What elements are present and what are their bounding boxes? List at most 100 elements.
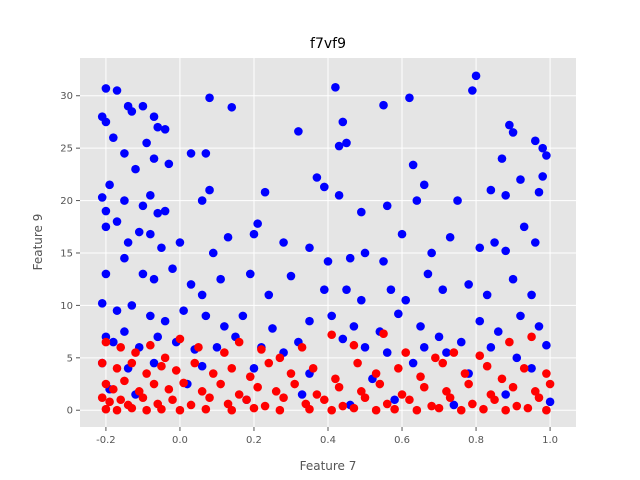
- blue-data-point: [120, 253, 129, 263]
- blue-data-point: [319, 285, 329, 294]
- red-data-point: [434, 403, 444, 413]
- blue-data-point: [149, 112, 159, 122]
- red-data-point: [101, 337, 111, 347]
- blue-data-point: [120, 149, 129, 158]
- blue-data-point: [97, 193, 107, 202]
- red-data-point: [397, 390, 407, 399]
- blue-data-point: [542, 151, 551, 160]
- red-data-point: [371, 405, 381, 415]
- red-data-point: [519, 363, 529, 373]
- blue-data-point: [519, 222, 529, 232]
- x-tick-label: 1.0: [542, 435, 558, 446]
- red-data-point: [160, 353, 170, 363]
- blue-data-point: [142, 138, 151, 148]
- blue-data-point: [501, 191, 510, 200]
- red-data-point: [175, 334, 185, 344]
- y-tick-label: 10: [60, 301, 73, 312]
- blue-data-point: [101, 222, 111, 232]
- x-tick-label: 0.4: [320, 435, 336, 446]
- red-data-point: [379, 329, 388, 339]
- blue-data-point: [319, 182, 329, 192]
- blue-data-point: [534, 322, 544, 331]
- blue-data-point: [493, 327, 503, 336]
- blue-data-point: [527, 363, 536, 373]
- red-data-point: [490, 395, 499, 405]
- red-data-point: [171, 366, 181, 375]
- red-data-point: [101, 379, 111, 389]
- red-data-point: [523, 403, 533, 413]
- blue-data-point: [253, 219, 262, 228]
- red-data-point: [112, 363, 122, 373]
- red-data-point: [227, 405, 237, 415]
- blue-data-point: [382, 201, 392, 211]
- red-data-point: [412, 405, 422, 415]
- red-data-point: [264, 358, 274, 368]
- blue-data-point: [160, 316, 170, 326]
- blue-data-point: [186, 280, 196, 289]
- blue-data-point: [382, 348, 392, 357]
- red-data-point: [505, 337, 514, 347]
- red-data-point: [97, 358, 107, 368]
- blue-data-point: [516, 175, 525, 184]
- x-tick-label: -0.2: [96, 435, 116, 446]
- red-data-point: [456, 405, 466, 415]
- blue-data-point: [397, 229, 407, 239]
- blue-data-point: [530, 136, 540, 146]
- y-tick-label: 30: [60, 91, 73, 102]
- red-data-point: [360, 393, 370, 402]
- blue-data-point: [334, 141, 344, 151]
- blue-data-point: [386, 285, 396, 294]
- blue-data-point: [286, 271, 296, 281]
- red-data-point: [120, 376, 129, 386]
- blue-data-point: [342, 285, 351, 294]
- blue-data-point: [160, 206, 170, 216]
- blue-data-point: [216, 274, 225, 284]
- blue-data-point: [97, 299, 107, 308]
- y-tick-label: 15: [60, 248, 73, 259]
- red-data-point: [464, 379, 473, 389]
- red-data-point: [479, 404, 488, 414]
- blue-data-point: [238, 311, 248, 321]
- blue-data-point: [542, 340, 551, 350]
- blue-data-point: [538, 172, 547, 181]
- blue-data-point: [109, 337, 118, 347]
- blue-data-point: [220, 322, 229, 331]
- blue-data-point: [416, 322, 425, 331]
- red-data-point: [257, 345, 266, 354]
- red-data-point: [512, 401, 522, 411]
- tick-labels: -0.2 0.0 0.2 0.4 0.6 0.8 1.0 0 5 10 15 20 25 30: [60, 91, 558, 446]
- red-data-point: [390, 404, 399, 414]
- blue-data-point: [468, 86, 477, 95]
- blue-data-point: [153, 208, 163, 218]
- blue-data-point: [208, 248, 218, 258]
- red-data-point: [297, 343, 307, 352]
- red-data-point: [179, 378, 188, 388]
- blue-data-point: [245, 269, 255, 279]
- red-data-point: [116, 395, 126, 405]
- x-tick-label: 0.0: [172, 435, 188, 446]
- red-data-point: [260, 401, 270, 411]
- blue-data-point: [338, 334, 348, 344]
- blue-data-point: [201, 149, 211, 158]
- blue-data-point: [123, 238, 133, 247]
- red-data-point: [142, 369, 151, 378]
- y-tick-label: 5: [67, 353, 73, 364]
- red-data-point: [201, 404, 211, 414]
- blue-data-point: [157, 243, 166, 253]
- red-data-point: [497, 374, 507, 384]
- red-data-point: [449, 348, 459, 357]
- x-tick-label: 0.2: [246, 435, 262, 446]
- blue-data-point: [127, 301, 137, 310]
- blue-data-point: [486, 343, 496, 352]
- red-data-point: [186, 400, 196, 410]
- blue-data-point: [405, 93, 414, 103]
- blue-data-point: [109, 133, 118, 142]
- blue-data-point: [482, 290, 492, 300]
- red-data-point: [312, 390, 322, 399]
- red-data-point: [245, 372, 255, 381]
- red-data-point: [116, 343, 126, 352]
- red-data-point: [253, 382, 262, 392]
- blue-data-point: [357, 295, 366, 305]
- red-data-point: [327, 330, 337, 340]
- red-data-point: [460, 369, 470, 378]
